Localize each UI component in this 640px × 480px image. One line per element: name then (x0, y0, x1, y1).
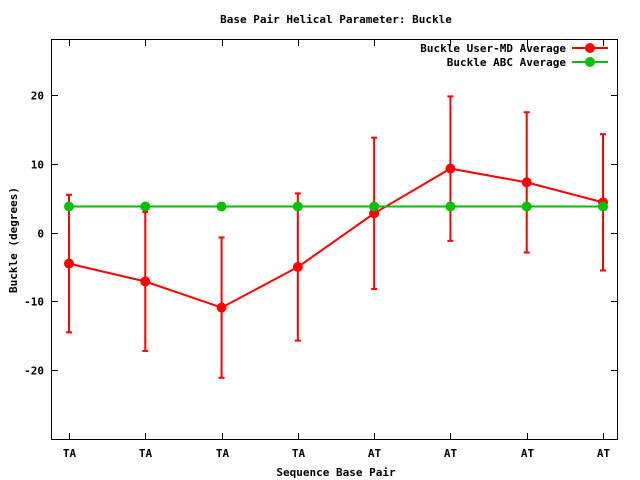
y-tick-label: -20 (24, 365, 44, 378)
y-tick-label: 0 (37, 228, 44, 241)
data-point (369, 201, 380, 212)
legend-label: Buckle ABC Average (447, 56, 567, 69)
data-point (292, 201, 303, 212)
data-point (64, 258, 74, 269)
y-axis: -20 -10 0 10 20 (24, 90, 617, 378)
y-tick-label: 10 (31, 159, 44, 172)
series-layer (64, 95, 608, 379)
x-tick-label: TA (139, 447, 153, 460)
chart-title: Base Pair Helical Parameter: Buckle (220, 13, 452, 26)
data-point (598, 201, 608, 212)
series-0 (64, 95, 608, 379)
x-tick-label: AT (368, 447, 382, 460)
plot-frame (51, 39, 618, 440)
x-axis-label: Sequence Base Pair (276, 466, 396, 479)
x-axis: TA TA TA TA AT AT AT AT (63, 40, 611, 460)
series-line (68, 167, 604, 309)
x-tick-label: TA (292, 447, 306, 460)
legend-marker (585, 43, 595, 53)
legend-marker (585, 57, 595, 67)
y-tick-label: -10 (24, 296, 44, 309)
data-point (445, 163, 456, 174)
series-1 (64, 201, 608, 212)
data-point (369, 208, 380, 219)
data-point (140, 276, 151, 287)
data-point (292, 262, 303, 273)
legend-label: Buckle User-MD Average (420, 42, 566, 55)
y-axis-label: Buckle (degrees) (7, 187, 20, 293)
data-point (64, 201, 74, 212)
x-tick-label: AT (444, 447, 458, 460)
y-tick-label: 20 (31, 90, 44, 103)
x-tick-label: TA (63, 447, 77, 460)
x-tick-label: TA (216, 447, 230, 460)
data-point (140, 201, 151, 212)
x-tick-label: AT (597, 447, 611, 460)
x-tick-label: AT (521, 447, 535, 460)
data-point (521, 201, 532, 212)
data-point (445, 201, 456, 212)
data-point (216, 201, 227, 212)
data-point (216, 302, 227, 313)
data-point (521, 177, 532, 188)
